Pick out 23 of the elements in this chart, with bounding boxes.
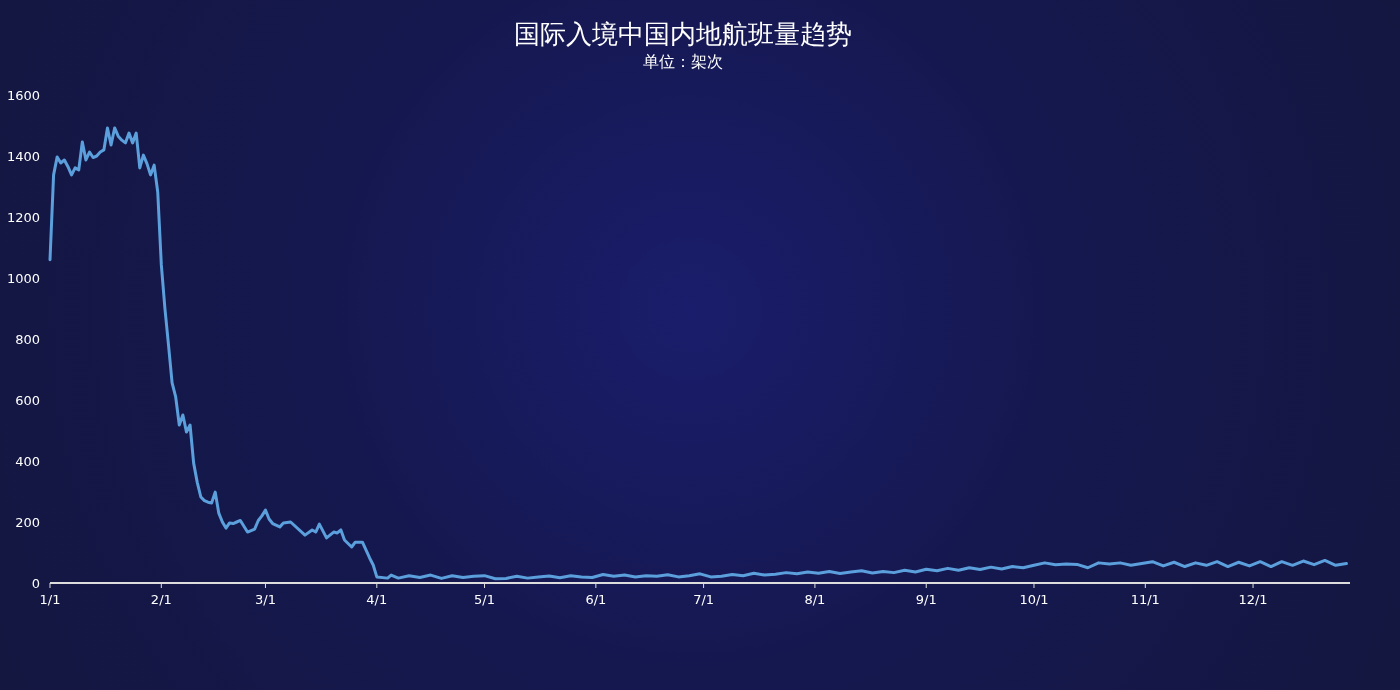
x-tick-label: 10/1 bbox=[1019, 592, 1049, 607]
y-tick-label: 400 bbox=[15, 454, 40, 469]
x-tick-label: 4/1 bbox=[366, 592, 388, 607]
y-tick-label: 600 bbox=[15, 393, 40, 408]
x-tick-label: 5/1 bbox=[474, 592, 495, 607]
y-tick-label: 1600 bbox=[6, 88, 40, 103]
y-tick-label: 1400 bbox=[6, 149, 40, 164]
y-tick-label: 0 bbox=[31, 576, 40, 591]
y-tick-label: 800 bbox=[15, 332, 40, 347]
y-tick-label: 1200 bbox=[6, 210, 40, 225]
x-tick-label: 8/1 bbox=[804, 592, 826, 607]
x-tick-label: 11/1 bbox=[1130, 592, 1160, 607]
x-tick-label: 6/1 bbox=[585, 592, 607, 607]
y-tick-label: 1000 bbox=[6, 271, 40, 286]
x-tick-label: 2/1 bbox=[150, 592, 172, 607]
chart-title: 国际入境中国内地航班量趋势 bbox=[514, 19, 852, 49]
x-tick-label: 1/1 bbox=[39, 592, 61, 607]
x-tick-label: 9/1 bbox=[915, 592, 937, 607]
x-tick-label: 3/1 bbox=[255, 592, 276, 607]
x-tick-label: 7/1 bbox=[693, 592, 715, 607]
x-tick-label: 12/1 bbox=[1238, 592, 1268, 607]
y-tick-label: 200 bbox=[15, 515, 40, 530]
chart-subtitle: 单位：架次 bbox=[643, 52, 723, 71]
